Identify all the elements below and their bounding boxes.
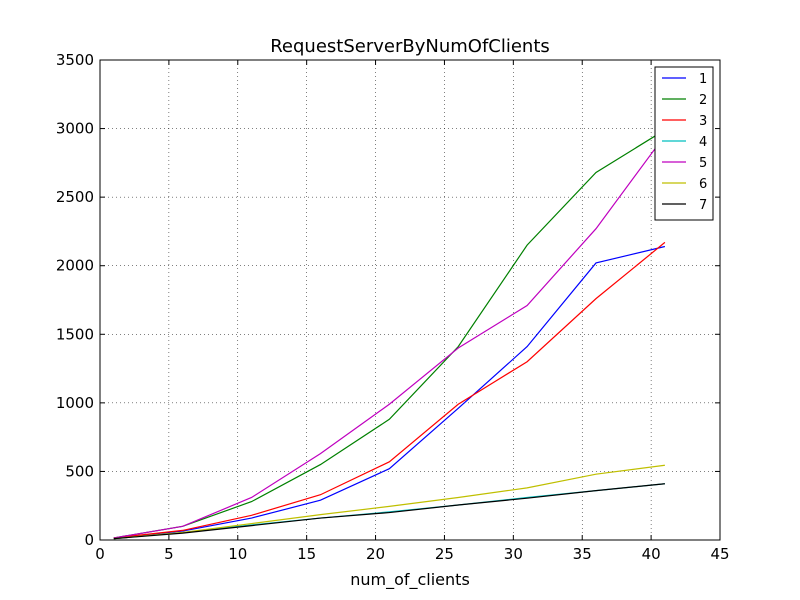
x-tick-label: 40 (642, 545, 661, 563)
x-tick-label: 10 (228, 545, 247, 563)
grid (100, 60, 720, 540)
legend-label-1: 1 (699, 72, 707, 87)
series-line-2 (113, 129, 666, 539)
x-tick-label: 35 (573, 545, 592, 563)
legend-box (654, 66, 714, 221)
legend-label-4: 4 (699, 135, 707, 150)
x-tick-label: 25 (435, 545, 454, 563)
chart-title: RequestServerByNumOfClients (270, 36, 550, 57)
legend: 1 2 3 4 5 6 7 (654, 66, 714, 221)
y-tick-label: 1500 (56, 325, 94, 343)
legend-label-2: 2 (699, 93, 707, 108)
axis-ticks: 0 5 10 15 20 25 30 35 40 450500100015002000250030… (56, 51, 730, 563)
x-tick-label: 15 (297, 545, 316, 563)
legend-label-5: 5 (699, 156, 707, 171)
series-line-6 (113, 464, 665, 540)
x-tick-label: 0 (95, 545, 105, 563)
x-axis-label: num_of_clients (350, 570, 470, 590)
x-tick-label: 20 (366, 545, 385, 563)
series-layer (113, 129, 666, 540)
series-line-5 (113, 135, 666, 539)
y-tick-label: 3500 (56, 51, 94, 69)
legend-label-7: 7 (699, 198, 707, 213)
y-tick-label: 500 (65, 462, 94, 480)
y-tick-label: 2500 (56, 188, 94, 206)
y-tick-label: 3000 (56, 120, 94, 138)
series-line-3 (113, 241, 666, 539)
y-tick-label: 0 (84, 531, 94, 549)
series-line-1 (113, 245, 666, 539)
x-tick-label: 5 (164, 545, 174, 563)
legend-label-3: 3 (699, 114, 707, 129)
legend-label-6: 6 (699, 177, 707, 192)
y-tick-label: 2000 (56, 257, 94, 275)
x-tick-label: 30 (504, 545, 523, 563)
series-line-7 (113, 483, 665, 540)
y-tick-label: 1000 (56, 394, 94, 412)
plot-frame (99, 59, 721, 541)
x-tick-label: 45 (710, 545, 729, 563)
